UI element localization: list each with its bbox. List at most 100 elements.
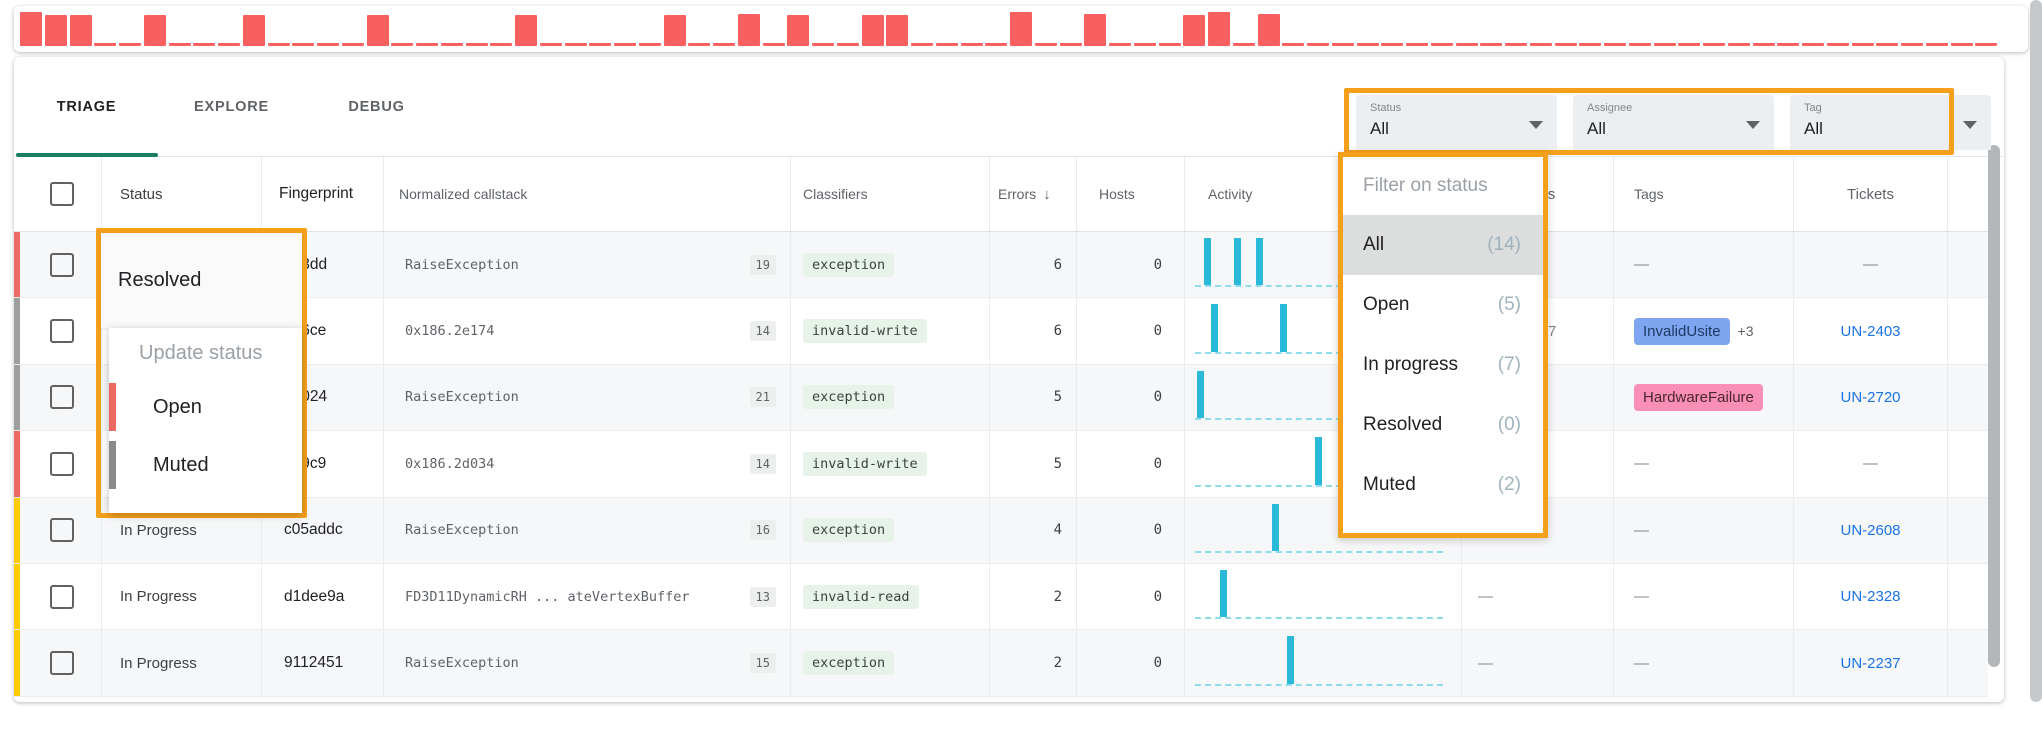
ticket-link[interactable]: UN-2608 (1840, 521, 1901, 539)
ticket-link[interactable]: UN-2328 (1840, 588, 1901, 606)
header-tickets[interactable]: Tickets (1794, 157, 1948, 231)
tag-chip[interactable]: InvalidUsite (1634, 317, 1730, 345)
row-checkbox[interactable] (50, 319, 74, 344)
classifier-chip[interactable]: exception (803, 385, 895, 410)
activity-sparkline (1195, 503, 1443, 553)
menu-item-muted[interactable]: Muted (109, 436, 302, 494)
status-filter-value: All (1370, 119, 1389, 138)
status-strip (14, 364, 20, 431)
header-hosts[interactable]: Hosts (1077, 157, 1185, 231)
assignees-cell: 7 (1462, 298, 1614, 364)
checkbox-cell (14, 630, 102, 696)
tab-explore[interactable]: EXPLORE (194, 98, 269, 115)
tag-chip[interactable]: HardwareFailure (1634, 383, 1763, 411)
ticket-link[interactable]: UN-2403 (1840, 322, 1901, 340)
classifier-chip[interactable]: invalid-write (803, 319, 927, 344)
callstack-cell: RaiseException 16 (384, 497, 791, 563)
tab-debug[interactable]: DEBUG (348, 98, 405, 115)
option-label: Muted (1363, 474, 1416, 495)
assignee-filter-select[interactable]: Assignee All (1573, 95, 1774, 150)
current-status-option[interactable]: Resolved (101, 233, 302, 328)
errors-histogram[interactable] (14, 6, 2028, 52)
menu-item-label: Muted (153, 453, 209, 476)
page-scrollbar[interactable] (2030, 0, 2042, 702)
callstack-cell: 0x186.2d034 14 (384, 431, 791, 497)
ticket-link[interactable]: UN-2720 (1840, 388, 1901, 406)
assignee-filter-value: All (1587, 119, 1606, 138)
option-label: Open (1363, 294, 1410, 315)
hosts-cell: 0 (1077, 431, 1185, 497)
dropdown-option-resolved[interactable]: Resolved (0) (1343, 395, 1543, 455)
frame-count-badge: 21 (749, 387, 776, 408)
triage-panel: TRIAGE EXPLORE DEBUG Status Fingerprint … (14, 57, 2004, 702)
option-label: Resolved (1363, 414, 1443, 435)
ticket-link: — (1863, 455, 1878, 473)
table-scrollbar[interactable] (1988, 145, 2000, 667)
table-row[interactable]: d59c9 0x186.2d034 14 invalid-write 5 0 — … (14, 431, 1988, 498)
header-checkbox-cell (14, 157, 102, 231)
table-row[interactable]: 00024 RaiseException 21 exception 5 0 Har… (14, 364, 1988, 432)
chevron-down-icon[interactable] (1963, 121, 1977, 129)
callstack-cell: RaiseException 15 (384, 630, 791, 696)
header-status[interactable]: Status (102, 157, 262, 231)
dropdown-option-open[interactable]: Open (5) (1343, 275, 1543, 335)
row-checkbox[interactable] (50, 385, 74, 410)
header-fingerprint[interactable]: Fingerprint (262, 157, 384, 231)
checkbox-cell (14, 232, 102, 298)
table-header: Status Fingerprint Normalized callstack … (14, 157, 1988, 232)
chevron-down-icon[interactable] (1529, 121, 1543, 129)
row-checkbox[interactable] (50, 518, 74, 543)
status-strip (14, 497, 20, 563)
row-checkbox[interactable] (50, 584, 74, 609)
classifier-chip[interactable]: exception (803, 252, 895, 277)
callstack-text: 0x186.2d034 (405, 455, 495, 472)
hosts-cell: 0 (1077, 298, 1185, 364)
row-checkbox[interactable] (50, 451, 74, 476)
table-row[interactable]: 626ce 0x186.2e174 14 invalid-write 6 0 7 … (14, 298, 1988, 365)
tag-overflow-count[interactable]: +3 (1737, 323, 1754, 340)
ticket-cell: UN-2328 (1794, 563, 1948, 630)
header-callstack[interactable]: Normalized callstack (384, 157, 791, 231)
classifier-chip[interactable]: exception (803, 651, 895, 676)
callstack-cell: RaiseException 19 (384, 232, 791, 298)
table-row[interactable]: 563dd RaiseException 19 exception 6 0 — — (14, 232, 1988, 299)
tab-triage[interactable]: TRIAGE (56, 98, 117, 115)
ticket-link[interactable]: UN-2237 (1840, 654, 1901, 672)
assignees-cell (1462, 364, 1614, 431)
chevron-down-icon[interactable] (1746, 121, 1760, 129)
table-row[interactable]: In Progress 9112451 RaiseException 15 exc… (14, 630, 1988, 697)
no-tags-dash: — (1634, 521, 1649, 539)
hosts-cell: 0 (1077, 497, 1185, 563)
tags-cell: — (1614, 497, 1794, 563)
dropdown-option-all[interactable]: All (14) (1343, 215, 1543, 275)
row-checkbox[interactable] (50, 651, 74, 676)
header-errors-label: Errors (998, 186, 1037, 202)
row-checkbox[interactable] (50, 252, 74, 277)
classifier-chip[interactable]: exception (803, 518, 895, 543)
callstack-text: RaiseException (405, 522, 519, 539)
activity-sparkline (1195, 569, 1443, 620)
frame-count-badge: 14 (749, 321, 776, 342)
callstack-cell: FD3D11DynamicRH ... ateVertexBuffer 13 (384, 563, 791, 630)
classifier-chip[interactable]: invalid-read (803, 584, 919, 609)
header-tags[interactable]: Tags (1614, 157, 1794, 231)
option-label: All (1363, 234, 1385, 255)
dropdown-option-muted[interactable]: Muted (2) (1343, 455, 1543, 515)
tag-filter-select[interactable]: Tag All (1790, 95, 1991, 150)
header-errors[interactable]: Errors ↓ (990, 157, 1077, 231)
status-strip (14, 232, 20, 298)
header-classifiers[interactable]: Classifiers (791, 157, 990, 231)
classifier-chip[interactable]: invalid-write (803, 451, 927, 476)
menu-item-open[interactable]: Open (109, 378, 302, 436)
select-all-checkbox[interactable] (50, 182, 74, 206)
dropdown-option-in-progress[interactable]: In progress (7) (1343, 335, 1543, 395)
table-row[interactable]: In Progress c05addc RaiseException 16 exc… (14, 497, 1988, 564)
status-filter-select[interactable]: Status All (1356, 95, 1557, 150)
errors-histogram-card (14, 6, 2028, 52)
activity-cell (1185, 563, 1462, 630)
tags-cell: — (1614, 630, 1794, 696)
table-row[interactable]: In Progress d1dee9a FD3D11DynamicRH ... … (14, 563, 1988, 631)
fingerprint-cell: d1dee9a (262, 563, 384, 630)
sort-desc-icon[interactable]: ↓ (1043, 185, 1051, 203)
status-filter-label: Status (1370, 102, 1402, 114)
